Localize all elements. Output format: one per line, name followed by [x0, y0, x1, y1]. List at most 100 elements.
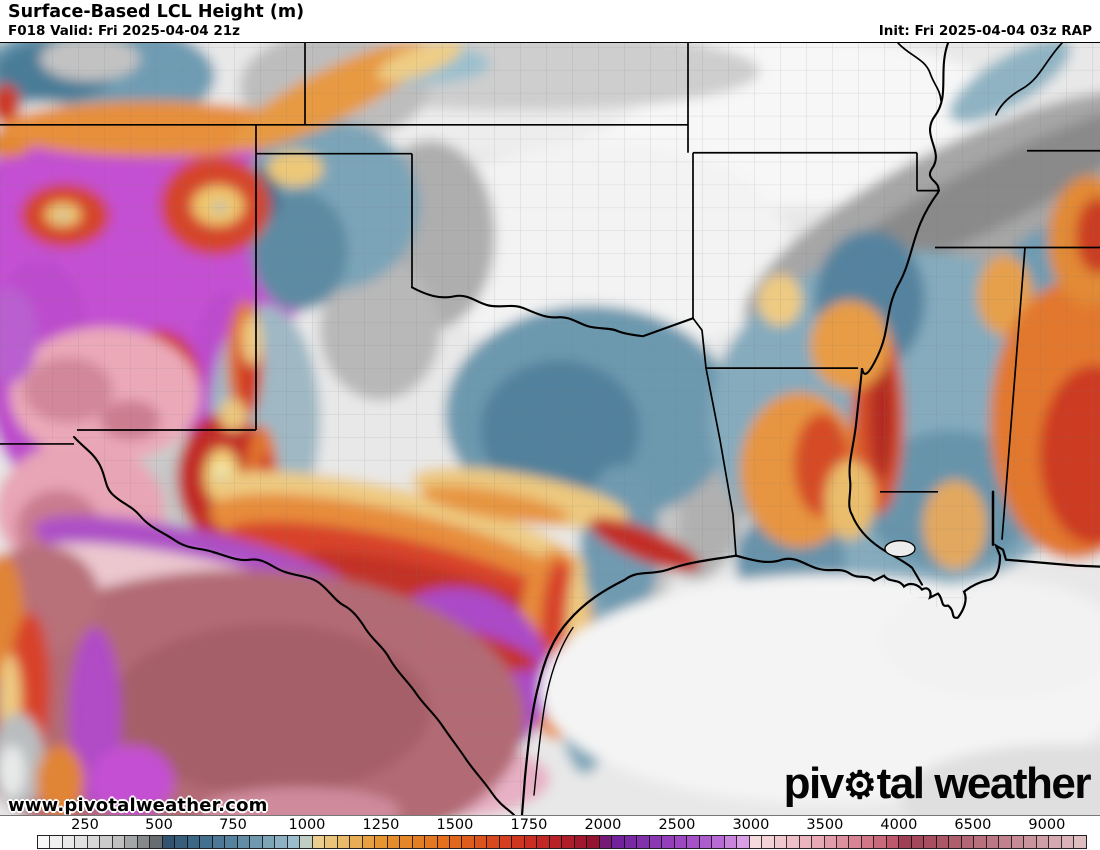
logo-text-tal-weather: tal weather [876, 759, 1092, 808]
rivers [72, 43, 1063, 815]
colorbar-label: 9000 [1028, 817, 1066, 833]
colorbar-cell [974, 836, 987, 848]
colorbar-cell [425, 836, 438, 848]
colorbar-cell [362, 836, 376, 848]
colorbar-cell [712, 836, 725, 848]
colorbar-cell [400, 836, 413, 848]
state-borders [0, 43, 1100, 556]
colorbar-cell [774, 836, 788, 848]
colorbar-cell [137, 836, 151, 848]
colorbar-cell [949, 836, 962, 848]
lcl-height-map [0, 43, 1100, 815]
colorbar-label: 750 [219, 817, 247, 833]
colorbar-cell [824, 836, 837, 848]
colorbar-cell [799, 836, 813, 848]
colorbar-cell [899, 836, 912, 848]
colorbar-label: 3000 [732, 817, 770, 833]
colorbar-legend [37, 835, 1087, 849]
colorbar-cell [999, 836, 1012, 848]
colorbar-cell [1074, 836, 1086, 848]
colorbar-cell [612, 836, 625, 848]
colorbar-cell [762, 836, 775, 848]
colorbar-cell [1024, 836, 1037, 848]
colorbar-cell [262, 836, 276, 848]
colorbar-cell [624, 836, 638, 848]
colorbar-cell [350, 836, 363, 848]
colorbar-cell [1036, 836, 1050, 848]
colorbar-cell [911, 836, 925, 848]
colorbar-cell [474, 836, 488, 848]
colorbar-cell [300, 836, 313, 848]
colorbar-label: 1250 [362, 817, 400, 833]
colorbar-cell [212, 836, 226, 848]
colorbar-cell [437, 836, 450, 848]
colorbar-cell [749, 836, 763, 848]
colorbar-cell [649, 836, 663, 848]
colorbar-label: 500 [145, 817, 173, 833]
colorbar-cell [961, 836, 975, 848]
colorbar-cell [812, 836, 825, 848]
colorbar-cell [674, 836, 688, 848]
colorbar-cell [986, 836, 1000, 848]
colorbar-cell [200, 836, 213, 848]
coastline [520, 540, 1100, 815]
colorbar-label: 250 [71, 817, 99, 833]
colorbar-label: 1500 [436, 817, 474, 833]
colorbar-cell [737, 836, 750, 848]
page-title: Surface-Based LCL Height (m) [8, 2, 305, 22]
colorbar-label: 6500 [954, 817, 992, 833]
colorbar-label: 2000 [584, 817, 622, 833]
watermark-url: www.pivotalweather.com [8, 795, 268, 816]
colorbar-cell [936, 836, 950, 848]
colorbar-cell [637, 836, 650, 848]
colorbar-cell [924, 836, 937, 848]
colorbar-cell [837, 836, 850, 848]
colorbar-cell [237, 836, 251, 848]
colorbar-cell [38, 836, 51, 848]
colorbar-cell [699, 836, 713, 848]
colorbar-cell [225, 836, 238, 848]
colorbar-cell [75, 836, 88, 848]
model-init-label: Init: Fri 2025-04-04 03z RAP [878, 23, 1092, 39]
colorbar-cell [287, 836, 301, 848]
colorbar-cell [412, 836, 426, 848]
colorbar-cell [1049, 836, 1062, 848]
colorbar-cell [724, 836, 738, 848]
colorbar-cell [524, 836, 538, 848]
colorbar-cell [499, 836, 513, 848]
colorbar-cell [100, 836, 113, 848]
colorbar-cell [175, 836, 188, 848]
colorbar-cell [112, 836, 126, 848]
colorbar-cell [662, 836, 675, 848]
colorbar-cell [849, 836, 862, 848]
colorbar-cell [325, 836, 338, 848]
colorbar-tick-labels: 250 500 750 1000 1250 1500 1750 2000 2500 3000 350… [37, 817, 1085, 833]
colorbar-cell [562, 836, 575, 848]
header-bar: Surface-Based LCL Height (m) F018 Valid:… [0, 0, 1100, 42]
colorbar-cell [861, 836, 875, 848]
colorbar-cell [87, 836, 101, 848]
colorbar-cell [549, 836, 563, 848]
colorbar-cell [150, 836, 163, 848]
colorbar-cell [449, 836, 463, 848]
forecast-valid-label: F018 Valid: Fri 2025-04-04 21z [8, 23, 240, 39]
colorbar-cell [125, 836, 138, 848]
colorbar-cell [537, 836, 550, 848]
colorbar-cell [886, 836, 900, 848]
colorbar-cell [512, 836, 525, 848]
colorbar-cell [50, 836, 63, 848]
colorbar-label: 3500 [806, 817, 844, 833]
colorbar-cell [874, 836, 887, 848]
gear-icon: ⚙ [842, 765, 877, 807]
colorbar-cell [787, 836, 800, 848]
colorbar-label: 1750 [510, 817, 548, 833]
colorbar-label: 4000 [880, 817, 918, 833]
weather-map-canvas[interactable]: www.pivotalweather.com piv⚙tal weather [0, 42, 1100, 816]
brand-logo: piv⚙tal weather [784, 759, 1092, 809]
colorbar-cell [375, 836, 388, 848]
colorbar-cell [387, 836, 401, 848]
colorbar-label: 2500 [658, 817, 696, 833]
colorbar-cell [162, 836, 176, 848]
colorbar-cell [275, 836, 288, 848]
colorbar-cell [587, 836, 600, 848]
